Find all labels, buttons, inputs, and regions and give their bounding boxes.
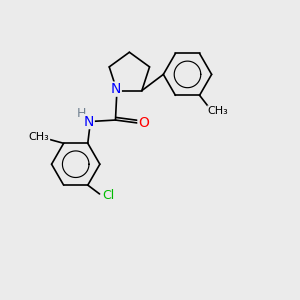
Text: Cl: Cl [102,189,115,202]
Text: CH₃: CH₃ [208,106,229,116]
Text: O: O [138,116,149,130]
Text: N: N [111,82,121,96]
Text: H: H [76,107,86,120]
Text: N: N [84,115,94,128]
Text: CH₃: CH₃ [29,132,50,142]
